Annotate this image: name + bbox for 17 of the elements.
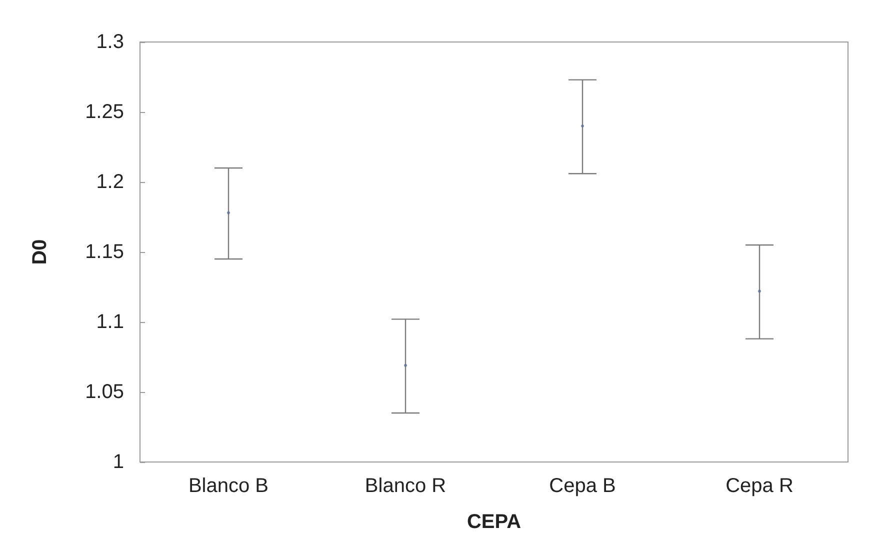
x-tick-label: Blanco B bbox=[188, 475, 269, 497]
point bbox=[758, 290, 761, 293]
x-axis-title: CEPA bbox=[466, 511, 522, 533]
y-tick-label: 1.3 bbox=[96, 31, 124, 53]
point bbox=[404, 364, 407, 367]
y-tick-label: 1.05 bbox=[85, 381, 124, 403]
x-tick-label: Cepa B bbox=[549, 475, 616, 497]
x-tick-label: Cepa R bbox=[726, 475, 794, 497]
y-tick-label: 1.2 bbox=[96, 171, 124, 193]
y-tick-label: 1.25 bbox=[85, 101, 124, 123]
y-tick-label: 1 bbox=[112, 451, 124, 473]
x-tick-label: Blanco R bbox=[364, 475, 446, 497]
y-axis-title: D0 bbox=[29, 239, 51, 265]
y-tick-label: 1.1 bbox=[96, 311, 124, 333]
y-tick-label: 1.15 bbox=[85, 241, 124, 263]
point bbox=[581, 124, 584, 128]
point bbox=[227, 211, 230, 214]
